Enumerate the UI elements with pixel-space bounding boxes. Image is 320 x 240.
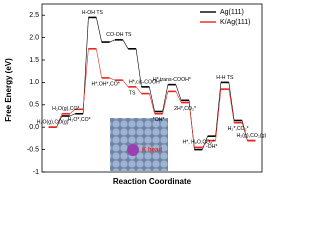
connector xyxy=(188,102,195,148)
y-axis-title: Free Energy (eV) xyxy=(4,58,13,122)
connector xyxy=(162,91,169,114)
inset-image xyxy=(110,118,168,171)
connector xyxy=(69,113,76,117)
connector xyxy=(122,39,129,49)
plot-frame xyxy=(41,3,263,173)
chart: Free Energy (eV) Reaction Coordinate K h… xyxy=(4,3,266,186)
connector xyxy=(122,79,129,88)
legend-label: K/Ag(111) xyxy=(220,19,250,26)
y-tick-label: 1.0 xyxy=(29,79,39,86)
connector xyxy=(135,48,142,87)
state-label: H-OH TS xyxy=(82,10,104,16)
connector xyxy=(82,48,89,110)
legend-label: Ag(111) xyxy=(220,9,244,16)
connector xyxy=(228,82,235,121)
y-tick-label: 2.0 xyxy=(29,34,39,41)
y-tick-label: -0.5 xyxy=(27,146,39,153)
connector xyxy=(202,140,208,148)
state-label: H*,cis-COOH* xyxy=(129,79,162,85)
connector xyxy=(149,93,155,114)
connector xyxy=(202,136,208,150)
state-label: CO-OH TS xyxy=(106,32,132,38)
state-label: 2H*,CO₂* xyxy=(174,106,196,112)
state-label: H*,trans-COOH* xyxy=(153,77,191,83)
connector xyxy=(241,122,248,141)
connector xyxy=(56,113,63,128)
connector xyxy=(109,77,116,81)
state-label: H₂O(g),CO(g) xyxy=(37,120,69,126)
connector xyxy=(175,91,182,103)
connector xyxy=(149,86,155,112)
connector xyxy=(96,48,102,78)
state-label: H₂O(g),CO* xyxy=(52,106,79,112)
k-atom xyxy=(127,144,139,156)
state-label: TS xyxy=(129,90,136,96)
connector xyxy=(162,84,169,112)
state-label: H*,OH*,CO* xyxy=(92,81,120,87)
state-label: -OH* xyxy=(206,144,218,150)
connector xyxy=(228,89,235,123)
state-label: H*, H₂O,CO₂* xyxy=(183,140,215,146)
y-tick-label: 2.5 xyxy=(29,12,39,19)
y-tick-label: 0.0 xyxy=(29,124,39,131)
connector xyxy=(135,86,142,94)
state-label: H₂*,CO₂* xyxy=(228,126,249,132)
y-tick-label: 0.5 xyxy=(29,102,39,109)
connector xyxy=(109,39,116,43)
inset: K head xyxy=(110,118,168,171)
connector xyxy=(96,17,102,43)
state-label: H₂(g),CO₂(g) xyxy=(237,133,266,139)
connector xyxy=(215,89,222,141)
connector xyxy=(175,84,182,101)
connector xyxy=(215,82,222,137)
connector xyxy=(69,109,76,114)
state-label: *OH* xyxy=(153,117,165,123)
y-tick-label: -1 xyxy=(33,169,39,176)
inset-label: K head xyxy=(142,148,162,154)
state-label: H₂O*,CO* xyxy=(68,117,91,123)
state-label: H-H TS xyxy=(216,75,234,81)
x-axis-title: Reaction Coordinate xyxy=(113,177,192,186)
y-tick-label: 1.5 xyxy=(29,57,39,64)
